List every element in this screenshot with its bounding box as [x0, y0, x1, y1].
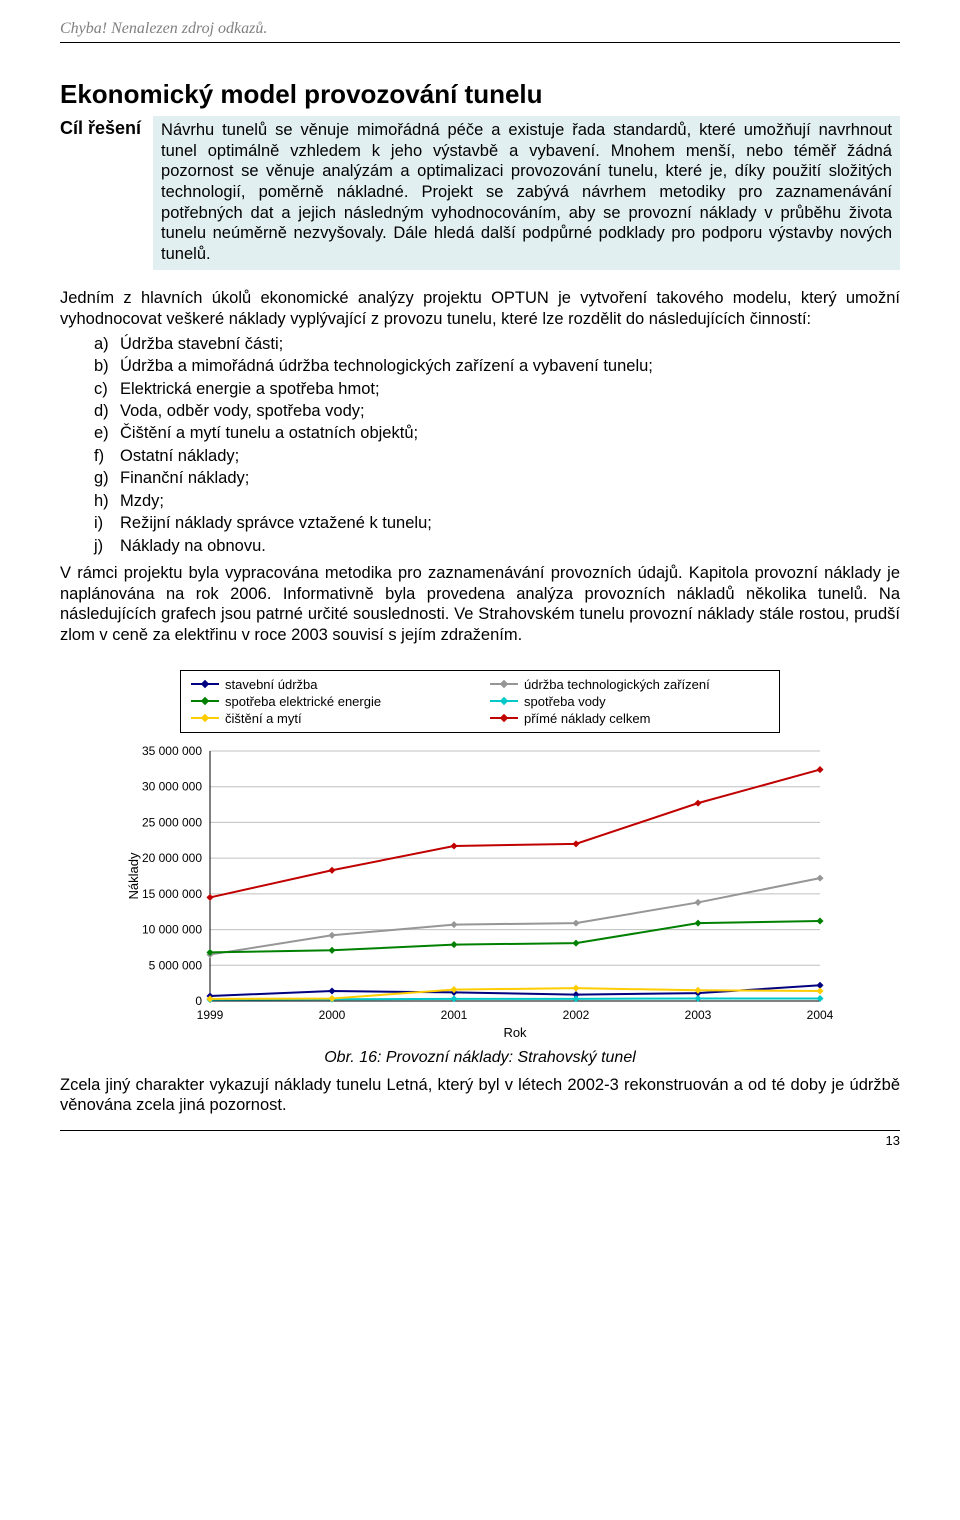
- svg-text:30 000 000: 30 000 000: [142, 779, 202, 793]
- svg-text:25 000 000: 25 000 000: [142, 815, 202, 829]
- legend-label: přímé náklady celkem: [524, 711, 650, 726]
- page-container: Chyba! Nenalezen zdroj odkazů. Ekonomick…: [0, 0, 960, 1160]
- list-item: e)Čištění a mytí tunelu a ostatních obje…: [94, 423, 900, 444]
- list-item: g)Finanční náklady;: [94, 468, 900, 489]
- list-marker: d): [94, 401, 116, 422]
- list-item: h)Mzdy;: [94, 491, 900, 512]
- svg-text:35 000 000: 35 000 000: [142, 744, 202, 758]
- header-missing-ref: Chyba! Nenalezen zdroj odkazů.: [60, 20, 900, 43]
- list-item: a)Údržba stavební části;: [94, 334, 900, 355]
- legend-item: přímé náklady celkem: [490, 711, 769, 726]
- list-item: f)Ostatní náklady;: [94, 446, 900, 467]
- activities-list: a)Údržba stavební části;b)Údržba a mimoř…: [60, 334, 900, 557]
- list-text: Údržba stavební části;: [120, 335, 283, 353]
- list-text: Náklady na obnovu.: [120, 537, 266, 555]
- svg-text:0: 0: [195, 994, 202, 1008]
- list-marker: g): [94, 468, 116, 489]
- list-text: Voda, odběr vody, spotřeba vody;: [120, 402, 365, 420]
- section-title: Ekonomický model provozování tunelu: [60, 79, 900, 110]
- list-marker: h): [94, 491, 116, 512]
- legend-swatch: [191, 700, 219, 702]
- legend-label: stavební údržba: [225, 677, 318, 692]
- svg-text:2002: 2002: [563, 1008, 590, 1022]
- svg-text:5 000 000: 5 000 000: [149, 958, 203, 972]
- page-number: 13: [60, 1130, 900, 1148]
- legend-item: spotřeba elektrické energie: [191, 694, 470, 709]
- svg-text:Rok: Rok: [503, 1025, 527, 1040]
- list-marker: b): [94, 356, 116, 377]
- list-text: Údržba a mimořádná údržba technologickýc…: [120, 357, 653, 375]
- svg-text:20 000 000: 20 000 000: [142, 851, 202, 865]
- legend-label: spotřeba vody: [524, 694, 606, 709]
- legend-label: spotřeba elektrické energie: [225, 694, 381, 709]
- chart-legend: stavební údržba údržba technologických za…: [180, 670, 780, 733]
- list-text: Finanční náklady;: [120, 469, 249, 487]
- legend-item: čištění a mytí: [191, 711, 470, 726]
- goal-highlight-box: Návrhu tunelů se věnuje mimořádná péče a…: [153, 116, 900, 270]
- paragraph-3: Zcela jiný charakter vykazují náklady tu…: [60, 1075, 900, 1116]
- svg-text:1999: 1999: [197, 1008, 224, 1022]
- svg-text:10 000 000: 10 000 000: [142, 922, 202, 936]
- goal-label: Cíl řešení: [60, 116, 141, 139]
- list-text: Mzdy;: [120, 492, 164, 510]
- legend-swatch: [191, 717, 219, 719]
- list-marker: j): [94, 536, 116, 557]
- list-text: Ostatní náklady;: [120, 447, 239, 465]
- legend-item: stavební údržba: [191, 677, 470, 692]
- paragraph-2: V rámci projektu byla vypracována metodi…: [60, 563, 900, 646]
- svg-text:Náklady: Náklady: [126, 852, 141, 899]
- list-text: Režijní náklady správce vztažené k tunel…: [120, 514, 432, 532]
- list-marker: e): [94, 423, 116, 444]
- legend-swatch: [490, 700, 518, 702]
- legend-label: čištění a mytí: [225, 711, 302, 726]
- chart-container: stavební údržba údržba technologických za…: [120, 670, 840, 1041]
- legend-item: údržba technologických zařízení: [490, 677, 769, 692]
- svg-text:2004: 2004: [807, 1008, 834, 1022]
- list-item: d)Voda, odběr vody, spotřeba vody;: [94, 401, 900, 422]
- list-item: i)Režijní náklady správce vztažené k tun…: [94, 513, 900, 534]
- list-item: c)Elektrická energie a spotřeba hmot;: [94, 379, 900, 400]
- list-item: b)Údržba a mimořádná údržba technologick…: [94, 356, 900, 377]
- list-marker: c): [94, 379, 116, 400]
- list-marker: i): [94, 513, 116, 534]
- legend-swatch: [490, 683, 518, 685]
- legend-item: spotřeba vody: [490, 694, 769, 709]
- figure-caption: Obr. 16: Provozní náklady: Strahovský tu…: [60, 1049, 900, 1067]
- line-chart: 0 5 000 000 10 000 000 15 000 000 20 000 000…: [120, 741, 840, 1041]
- svg-text:2000: 2000: [319, 1008, 346, 1022]
- legend-label: údržba technologických zařízení: [524, 677, 710, 692]
- intro-paragraph: Jedním z hlavních úkolů ekonomické analý…: [60, 288, 900, 329]
- list-text: Čištění a mytí tunelu a ostatních objekt…: [120, 424, 418, 442]
- svg-text:2001: 2001: [441, 1008, 468, 1022]
- list-text: Elektrická energie a spotřeba hmot;: [120, 380, 380, 398]
- list-marker: f): [94, 446, 116, 467]
- svg-text:15 000 000: 15 000 000: [142, 886, 202, 900]
- svg-text:2003: 2003: [685, 1008, 712, 1022]
- legend-swatch: [191, 683, 219, 685]
- legend-swatch: [490, 717, 518, 719]
- goal-block: Cíl řešení Návrhu tunelů se věnuje mimoř…: [60, 116, 900, 270]
- list-item: j)Náklady na obnovu.: [94, 536, 900, 557]
- list-marker: a): [94, 334, 116, 355]
